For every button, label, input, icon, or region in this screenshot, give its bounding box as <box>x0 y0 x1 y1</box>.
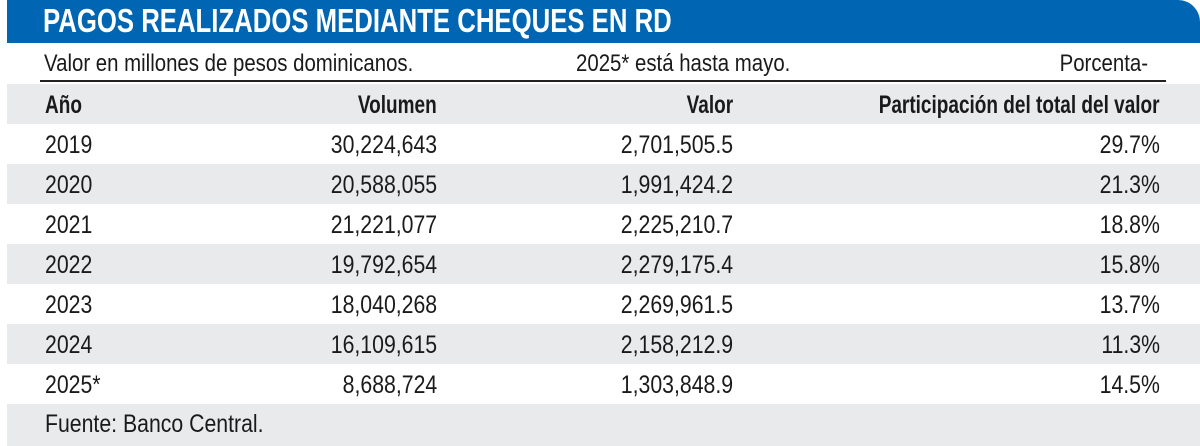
year-cell: 2019 <box>45 131 93 159</box>
value-cell: 1,991,424.2 <box>620 171 733 199</box>
share-cell: 29.7% <box>1099 131 1160 159</box>
year-cell: 2020 <box>45 171 93 199</box>
source-note: Fuente: Banco Central. <box>45 410 264 438</box>
share-cell: 14.5% <box>1099 371 1160 399</box>
year-cell: 2021 <box>45 211 93 239</box>
volume-cell: 18,040,268 <box>330 291 437 319</box>
table-title: PAGOS REALIZADOS MEDIANTE CHEQUES EN RD <box>43 2 672 39</box>
table-row: 2025* 8,688,724 1,303,848.9 14.5% <box>7 364 1200 404</box>
volume-cell: 19,792,654 <box>330 251 437 279</box>
volume-cell: 16,109,615 <box>330 331 437 359</box>
table-row: 2024 16,109,615 2,158,212.9 11.3% <box>7 324 1200 364</box>
volume-cell: 8,688,724 <box>342 371 437 399</box>
divider <box>40 80 1166 82</box>
table-row: 2021 21,221,077 2,225,210.7 18.8% <box>7 204 1200 244</box>
share-cell: 13.7% <box>1099 291 1160 319</box>
header-value: Valor <box>686 91 733 119</box>
value-cell: 2,158,212.9 <box>620 331 733 359</box>
value-cell: 2,279,175.4 <box>620 251 733 279</box>
title-band: PAGOS REALIZADOS MEDIANTE CHEQUES EN RD <box>7 0 1200 43</box>
year-cell: 2024 <box>45 331 93 359</box>
percent-header-prefix: Porcenta- <box>1059 50 1148 77</box>
value-cell: 2,269,961.5 <box>620 291 733 319</box>
source-footer: Fuente: Banco Central. <box>7 404 1200 446</box>
value-cell: 2,225,210.7 <box>620 211 733 239</box>
value-cell: 2,701,505.5 <box>620 131 733 159</box>
table-header: Año Volumen Valor Participación del tota… <box>7 84 1200 124</box>
table-row: 2019 30,224,643 2,701,505.5 29.7% <box>7 124 1200 164</box>
share-cell: 15.8% <box>1099 251 1160 279</box>
year-cell: 2025* <box>45 371 101 399</box>
table-row: 2020 20,588,055 1,991,424.2 21.3% <box>7 164 1200 204</box>
year-cell: 2023 <box>45 291 93 319</box>
volume-cell: 21,221,077 <box>330 211 437 239</box>
table-row: 2023 18,040,268 2,269,961.5 13.7% <box>7 284 1200 324</box>
header-share: Participación del total del valor <box>879 91 1160 119</box>
share-cell: 11.3% <box>1101 331 1160 359</box>
partial-year-note: 2025* está hasta mayo. <box>576 50 791 77</box>
header-volume: Volumen <box>358 91 437 119</box>
value-cell: 1,303,848.9 <box>620 371 733 399</box>
year-cell: 2022 <box>45 251 93 279</box>
header-year: Año <box>45 91 82 119</box>
share-cell: 18.8% <box>1099 211 1160 239</box>
share-cell: 21.3% <box>1099 171 1160 199</box>
units-note: Valor en millones de pesos dominicanos. <box>44 50 414 77</box>
table-row: 2022 19,792,654 2,279,175.4 15.8% <box>7 244 1200 284</box>
volume-cell: 30,224,643 <box>330 131 437 159</box>
volume-cell: 20,588,055 <box>330 171 437 199</box>
